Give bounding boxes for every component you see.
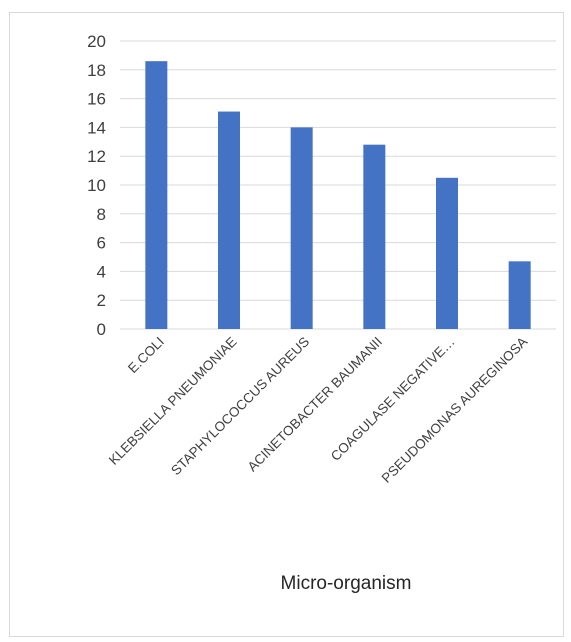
bar [509, 261, 531, 329]
y-tick-label: 20 [87, 32, 106, 51]
bar [291, 127, 313, 329]
bars [145, 61, 530, 329]
x-category-label: STAPHYLOCOCCUS AUREUS [168, 334, 312, 478]
bar [363, 145, 385, 329]
y-tick-label: 4 [97, 262, 106, 281]
x-category-label: COAGULASE NEGATIVE… [328, 334, 458, 464]
y-tick-label: 6 [97, 234, 106, 253]
y-tick-label: 10 [87, 176, 106, 195]
y-tick-label: 16 [87, 90, 106, 109]
x-axis-title: Micro-organism [281, 573, 412, 594]
y-tick-label: 8 [97, 205, 106, 224]
y-tick-label: 2 [97, 291, 106, 310]
x-category-label: KLEBSIELLA PNEUMONIAE [106, 334, 240, 468]
bar [436, 178, 458, 329]
y-tick-label: 0 [97, 320, 106, 339]
x-category-label: ACINETOBACTER BAUMANII [245, 334, 385, 474]
gridlines [120, 41, 556, 329]
y-axis-ticks: 0 2 4 6 8 10 12 14 16 18 20 [87, 32, 106, 339]
x-category-label: PSEUDOMONAS AUREGINOSA [379, 334, 531, 486]
y-tick-label: 14 [87, 118, 106, 137]
bar [218, 112, 240, 329]
y-tick-label: 18 [87, 61, 106, 80]
y-tick-label: 12 [87, 147, 106, 166]
x-category-label: E.COLI [125, 334, 167, 376]
bar [145, 61, 167, 329]
